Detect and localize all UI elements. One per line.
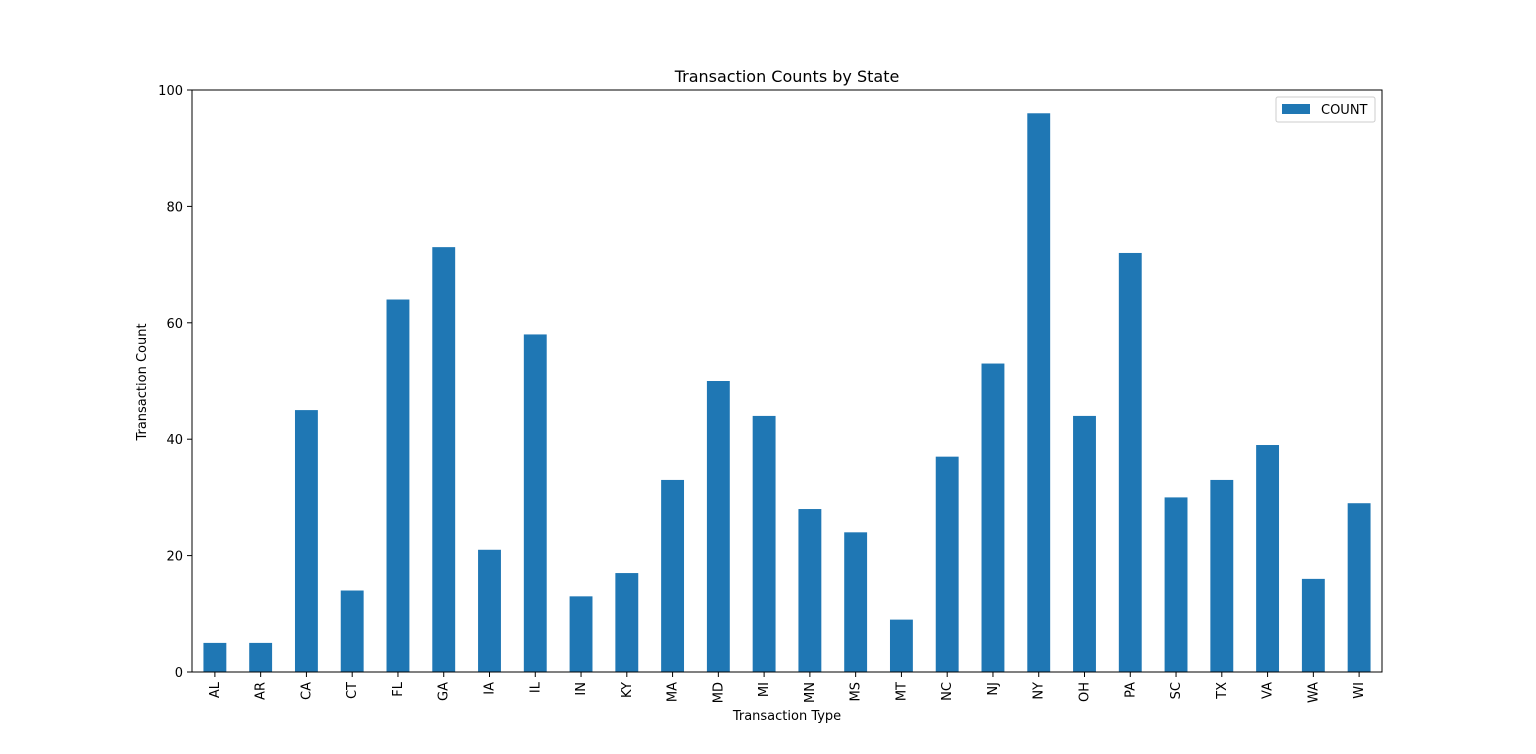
bar-in (569, 596, 593, 672)
bar-ca (294, 410, 318, 672)
x-tick-label-tx: TX (1215, 682, 1230, 700)
y-tick-label-60: 60 (166, 317, 183, 332)
x-tick-label-sc: SC (1169, 682, 1184, 699)
x-tick-label-wi: WI (1352, 682, 1367, 699)
legend-label: COUNT (1321, 103, 1368, 118)
bar-ky (615, 573, 639, 672)
bar-nc (935, 456, 959, 672)
x-tick-label-ny: NY (1032, 682, 1047, 700)
x-tick-label-ma: MA (666, 682, 681, 702)
x-tick-label-al: AL (208, 681, 223, 698)
bars-group (203, 113, 1371, 672)
x-tick-label-md: MD (711, 682, 726, 703)
x-tick-label-wa: WA (1306, 682, 1321, 703)
bar-wa (1301, 578, 1325, 672)
x-axis-label: Transaction Type (732, 709, 841, 724)
bar-ga (432, 247, 456, 672)
bar-ny (1027, 113, 1051, 672)
x-tick-label-mi: MI (757, 682, 772, 697)
bar-oh (1073, 415, 1096, 672)
x-tick-label-va: VA (1261, 682, 1276, 699)
legend: COUNT (1275, 96, 1376, 123)
x-tick-label-ia: IA (483, 682, 498, 695)
x-tick-label-ct: CT (345, 682, 360, 699)
chart-title: Transaction Counts by State (674, 67, 900, 86)
y-tick-label-0: 0 (175, 666, 183, 681)
x-tick-label-ca: CA (299, 682, 314, 700)
bar-ct (340, 590, 364, 672)
y-tick-label-100: 100 (158, 84, 183, 99)
x-tick-label-in: IN (574, 682, 589, 696)
bar-md (706, 381, 730, 672)
y-tick-label-80: 80 (166, 200, 183, 215)
x-tick-label-nc: NC (940, 682, 955, 701)
bar-nj (981, 363, 1005, 672)
bar-pa (1118, 252, 1142, 672)
bar-mt (889, 619, 913, 672)
x-tick-label-pa: PA (1123, 682, 1138, 698)
bar-sc (1164, 497, 1188, 672)
x-tick-label-ky: KY (620, 682, 635, 698)
bar-mi (752, 415, 776, 672)
legend-box (1275, 96, 1376, 123)
bar-il (523, 334, 547, 672)
bar-al (203, 642, 227, 672)
legend-swatch (1282, 104, 1310, 114)
x-tick-label-oh: OH (1078, 682, 1093, 702)
y-tick-label-20: 20 (166, 550, 183, 565)
y-axis: 0 20 40 60 80 100 (158, 84, 192, 681)
bar-ma (661, 479, 685, 672)
x-tick-label-ga: GA (437, 682, 452, 701)
x-tick-label-nj: NJ (986, 682, 1001, 696)
x-tick-label-mn: MN (803, 682, 818, 703)
y-axis-label: Transaction Count (135, 323, 150, 441)
x-axis: AL AR CA CT FL GA IA IL IN KY MA MD MI MN MS MT NC NJ NY OH… (208, 672, 1367, 703)
x-tick-label-ar: AR (254, 682, 269, 700)
bar-mn (798, 509, 822, 672)
bar-tx (1210, 479, 1234, 672)
x-tick-label-fl: FL (391, 681, 406, 696)
x-tick-label-ms: MS (849, 682, 864, 701)
bar-wi (1347, 503, 1371, 672)
y-tick-label-40: 40 (166, 433, 183, 448)
bar-va (1256, 445, 1280, 672)
bar-ms (844, 532, 868, 672)
bar-fl (386, 299, 410, 672)
bar-ia (478, 549, 501, 672)
plot-frame (191, 89, 1383, 673)
x-tick-label-il: IL (528, 681, 543, 693)
x-tick-label-mt: MT (894, 682, 909, 701)
bar-ar (249, 642, 273, 672)
